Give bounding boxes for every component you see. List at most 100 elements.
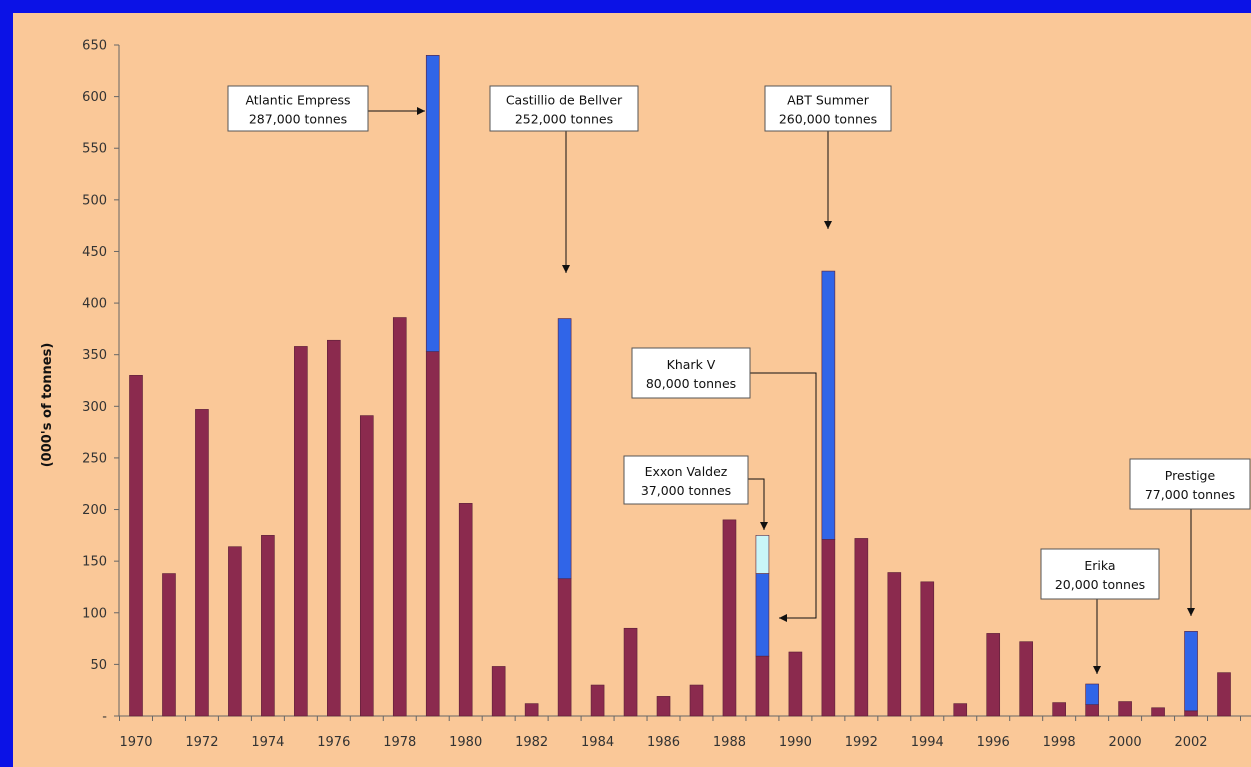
annotation-tonnage: 260,000 tonnes	[779, 112, 877, 127]
y-tick-label: 350	[82, 348, 107, 363]
bar-base-segment-2002	[1184, 710, 1198, 717]
annotation-castillio-de-bellver: Castillio de Bellver 252,000 tonnes	[489, 85, 639, 273]
bar-base-segment-1975	[294, 346, 308, 717]
annotation-arrow	[748, 478, 768, 530]
bar-base-segment-1970	[129, 375, 143, 717]
x-tick-label: 1982	[515, 735, 548, 750]
x-tick-label: 1976	[317, 735, 350, 750]
annotation-khark-v: Khark V 80,000 tonnes	[631, 347, 817, 622]
annotation-title: Erika	[1084, 558, 1115, 573]
annotation-atlantic-empress: Atlantic Empress 287,000 tonnes	[227, 85, 425, 132]
bar-base-segment-1985	[623, 627, 638, 717]
y-tick-label: 400	[82, 297, 107, 312]
annotation-box	[1040, 548, 1160, 600]
y-tick-label: 150	[82, 555, 107, 570]
bar-major-spill-segment-1979	[425, 55, 440, 352]
bar-major-spill-segment-2002	[1184, 631, 1198, 712]
x-tick-label: 1978	[383, 735, 416, 750]
x-tick-label: 2000	[1109, 735, 1142, 750]
bar-major-spill-segment-1989	[755, 573, 770, 657]
bar-base-segment-1995	[953, 703, 968, 717]
bar-exxon-valdez-segment-1989	[755, 535, 770, 574]
bar-base-segment-1994	[920, 581, 935, 717]
bar-base-segment-1997	[1019, 641, 1033, 717]
bar-base-segment-1992	[854, 538, 869, 717]
annotation-tonnage: 37,000 tonnes	[641, 483, 731, 498]
bar-base-segment-1977	[359, 415, 374, 717]
y-tick-label: 450	[82, 245, 107, 260]
annotation-title: Castillio de Bellver	[506, 93, 623, 108]
bar-base-segment-1996	[986, 633, 1001, 717]
bar-base-segment-1988	[722, 519, 737, 717]
annotation-box	[631, 347, 751, 399]
annotation-abt-summer: ABT Summer 260,000 tonnes	[764, 85, 892, 229]
annotation-box	[1129, 458, 1251, 510]
bar-base-segment-1978	[392, 317, 407, 717]
annotation-exxon-valdez: Exxon Valdez 37,000 tonnes	[623, 455, 768, 530]
y-tick-label: -	[102, 710, 107, 725]
annotation-tonnage: 80,000 tonnes	[646, 376, 736, 391]
x-tick-label: 1986	[647, 735, 680, 750]
bar-base-segment-1976	[327, 339, 341, 717]
bar-base-segment-1983	[557, 578, 572, 717]
bar-base-segment-2001	[1151, 707, 1165, 717]
bar-base-segment-1987	[689, 684, 704, 717]
annotation-title: Exxon Valdez	[645, 464, 728, 479]
y-tick-label: 600	[82, 90, 107, 105]
x-tick-label: 1970	[119, 735, 152, 750]
annotation-box	[764, 85, 892, 132]
annotation-prestige: Prestige 77,000 tonnes	[1129, 458, 1251, 616]
bar-base-segment-1974	[261, 535, 275, 717]
x-tick-label: 1974	[251, 735, 284, 750]
annotation-box	[227, 85, 369, 132]
annotation-box	[489, 85, 639, 132]
annotation-title: Prestige	[1165, 468, 1216, 483]
bar-base-segment-1982	[524, 703, 539, 717]
y-tick-label: 100	[82, 606, 107, 621]
bar-base-segment-1979	[425, 351, 440, 717]
bar-major-spill-segment-1999	[1085, 683, 1099, 705]
x-tick-label: 1994	[911, 735, 944, 750]
y-tick-label: 550	[82, 142, 107, 157]
bar-base-segment-1971	[162, 573, 176, 717]
bar-base-segment-2003	[1217, 672, 1231, 717]
bar-base-segment-2000	[1118, 701, 1132, 717]
x-tick-label: 2002	[1174, 735, 1207, 750]
annotation-tonnage: 287,000 tonnes	[249, 112, 347, 127]
annotation-tonnage: 77,000 tonnes	[1145, 487, 1235, 502]
y-tick-label: 650	[82, 39, 107, 54]
y-tick-label: 250	[82, 451, 107, 466]
x-tick-label: 1998	[1043, 735, 1076, 750]
annotation-erika: Erika 20,000 tonnes	[1040, 548, 1160, 674]
y-tick-label: 50	[90, 658, 107, 673]
chart-frame: - 50 100 150 200 250 300 350 400 450 500 550 600 650 1…	[13, 13, 1251, 767]
y-axis-title: (000's of tonnes)	[40, 343, 55, 468]
x-tick-label: 1996	[977, 735, 1010, 750]
oil-spill-bar-chart: - 50 100 150 200 250 300 350 400 450 500 550 600 650 1…	[40, 39, 1251, 750]
annotation-title: ABT Summer	[787, 93, 870, 108]
annotation-tonnage: 20,000 tonnes	[1055, 577, 1145, 592]
bar-base-segment-1993	[887, 572, 902, 717]
annotation-tonnage: 252,000 tonnes	[515, 112, 613, 127]
y-tick-label: 500	[82, 193, 107, 208]
x-tick-label: 1988	[713, 735, 746, 750]
bar-base-segment-1998	[1052, 702, 1066, 717]
bar-base-segment-1980	[458, 503, 473, 717]
y-tick-label: 300	[82, 400, 107, 415]
bar-base-segment-1999	[1085, 704, 1099, 717]
x-tick-label: 1990	[779, 735, 812, 750]
bar-base-segment-1972	[195, 409, 209, 717]
x-tick-label: 1992	[845, 735, 878, 750]
bar-base-segment-1973	[228, 546, 242, 717]
annotation-arrow	[750, 372, 817, 622]
x-tick-label: 1980	[449, 735, 482, 750]
annotation-title: Atlantic Empress	[245, 93, 350, 108]
bar-base-segment-1990	[788, 651, 803, 717]
annotation-box	[623, 455, 749, 505]
bar-base-segment-1984	[590, 684, 605, 717]
bar-base-segment-1986	[656, 696, 671, 717]
bar-base-segment-1989	[755, 655, 770, 717]
bar-base-segment-1981	[491, 666, 506, 717]
x-tick-label: 1972	[185, 735, 218, 750]
x-tick-label: 1984	[581, 735, 614, 750]
